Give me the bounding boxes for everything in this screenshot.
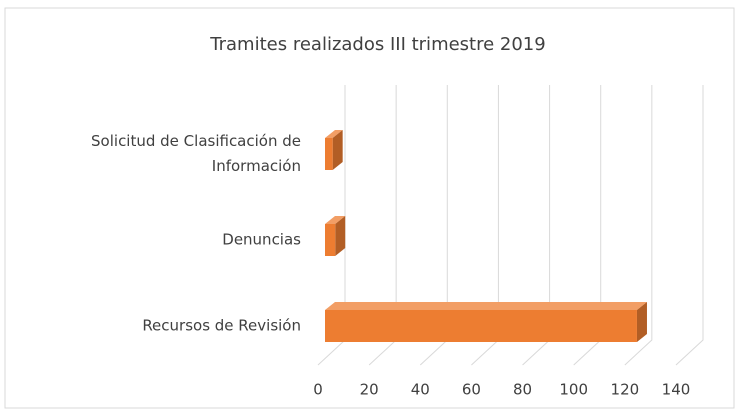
chart-border [4, 7, 735, 409]
x-tick-label: 40 [411, 381, 430, 399]
bar-side [636, 302, 647, 342]
y-tick-label: Recursos de Revisión [142, 316, 301, 335]
x-tick-label: 60 [462, 381, 481, 399]
bar-side [335, 216, 346, 256]
bar [325, 130, 343, 170]
x-tick-label: 100 [559, 381, 588, 399]
bar-top [325, 302, 647, 310]
grid-line [675, 85, 704, 366]
grid-line [624, 85, 653, 366]
x-tick-label: 80 [513, 381, 532, 399]
y-tick-label: Solicitud de Clasificación de Informació… [91, 132, 301, 175]
bar [325, 216, 346, 256]
x-tick-label: 140 [662, 381, 691, 399]
x-tick-label: 120 [611, 381, 640, 399]
bar-front [325, 224, 336, 256]
bar [325, 302, 647, 342]
bar-front [325, 138, 333, 170]
chart-title: Tramites realizados III trimestre 2019 [209, 34, 545, 55]
bar-side [332, 130, 343, 170]
x-tick-label: 0 [313, 381, 323, 399]
bar-front [325, 310, 637, 342]
bar-top [325, 216, 346, 224]
bar-top [325, 130, 343, 138]
x-tick-label: 20 [360, 381, 379, 399]
y-tick-label: Denuncias [222, 230, 301, 249]
